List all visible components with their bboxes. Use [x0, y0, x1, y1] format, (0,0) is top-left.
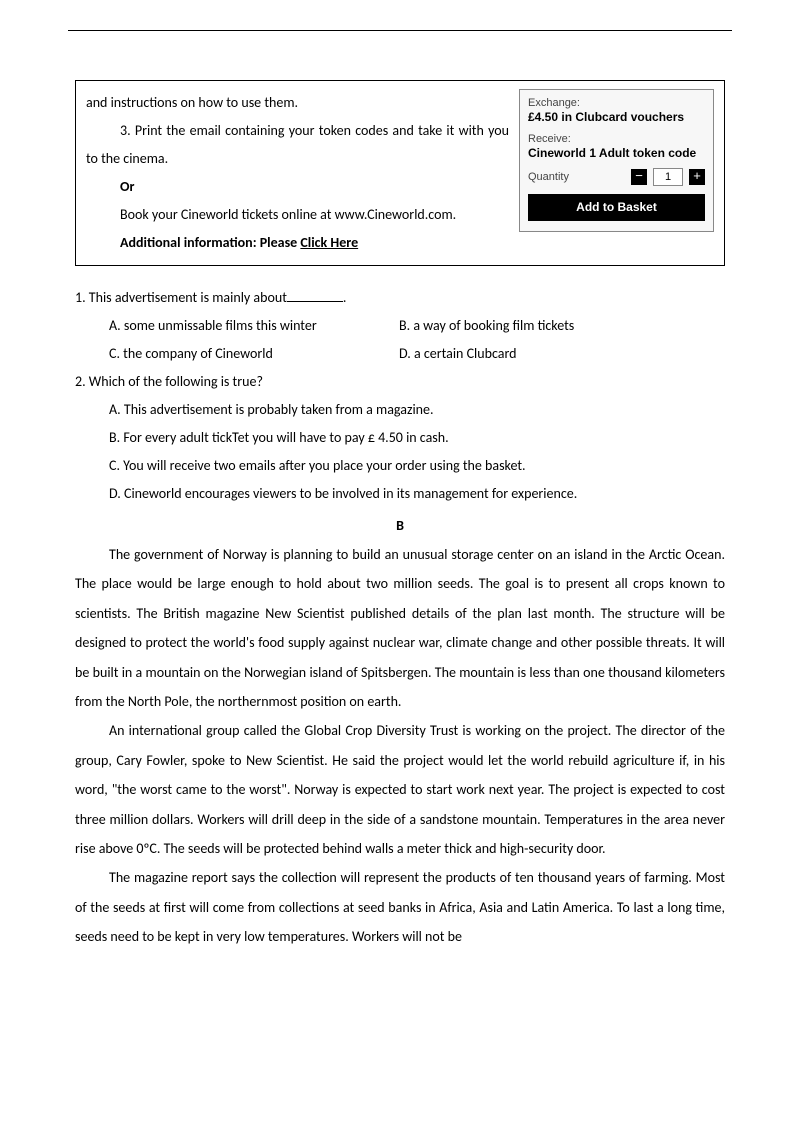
q1-row-cd: C. the company of Cineworld D. a certain…	[75, 340, 725, 368]
header-rule	[68, 30, 732, 31]
quantity-plus-button[interactable]: +	[689, 169, 705, 185]
passage-p1: The government of Norway is planning to …	[75, 540, 725, 716]
q2-option-c: C. You will receive two emails after you…	[75, 452, 725, 480]
exchange-label: Exchange:	[528, 96, 705, 110]
additional-prefix: Additional information: Please	[120, 234, 300, 251]
page-content: Exchange: £4.50 in Clubcard vouchers Rec…	[75, 80, 725, 951]
q1-option-b: B. a way of booking film tickets	[399, 312, 574, 340]
add-to-basket-button[interactable]: Add to Basket	[528, 194, 705, 222]
quantity-row: Quantity − +	[528, 168, 705, 186]
q1-option-c: C. the company of Cineworld	[109, 340, 399, 368]
q1-blank	[287, 289, 343, 302]
q2-option-b: B. For every adult tickTet you will have…	[75, 424, 725, 452]
q1-stem-post: .	[343, 289, 347, 306]
advertisement-box: Exchange: £4.50 in Clubcard vouchers Rec…	[75, 80, 725, 266]
click-here-link[interactable]: Click Here	[300, 234, 358, 251]
exchange-value: £4.50 in Clubcard vouchers	[528, 110, 705, 126]
passage-b: The government of Norway is planning to …	[75, 540, 725, 951]
quantity-label: Quantity	[528, 170, 625, 184]
receive-label: Receive:	[528, 132, 705, 146]
passage-p2: An international group called the Global…	[75, 716, 725, 863]
q2-option-a: A. This advertisement is probably taken …	[75, 396, 725, 424]
passage-p3: The magazine report says the collection …	[75, 863, 725, 951]
q1-stem-pre: 1. This advertisement is mainly about	[75, 289, 287, 306]
purchase-widget: Exchange: £4.50 in Clubcard vouchers Rec…	[519, 89, 714, 232]
questions-block: 1. This advertisement is mainly about. A…	[75, 284, 725, 951]
q1-option-d: D. a certain Clubcard	[399, 340, 517, 368]
ad-additional-info: Additional information: Please Click Her…	[86, 229, 714, 257]
q2-stem: 2. Which of the following is true?	[75, 368, 725, 396]
receive-value: Cineworld 1 Adult token code	[528, 146, 705, 162]
q2-option-d: D. Cineworld encourages viewers to be in…	[75, 480, 725, 508]
q1-row-ab: A. some unmissable films this winter B. …	[75, 312, 725, 340]
quantity-minus-button[interactable]: −	[631, 169, 647, 185]
q1-option-a: A. some unmissable films this winter	[109, 312, 399, 340]
q1-stem: 1. This advertisement is mainly about.	[75, 284, 725, 312]
section-b-heading: B	[75, 512, 725, 540]
quantity-input[interactable]	[653, 168, 683, 186]
